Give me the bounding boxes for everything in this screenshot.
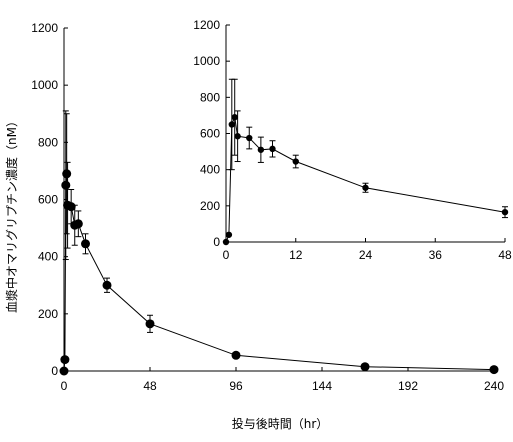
x-tick-label: 48 <box>143 379 157 393</box>
x-axis-title: 投与後時間（hr） <box>232 416 329 431</box>
data-point <box>145 319 155 329</box>
x-tick-label: 240 <box>484 379 504 393</box>
x-tick-label: 0 <box>223 248 230 262</box>
data-point <box>61 180 71 190</box>
y-tick-label: 600 <box>200 127 220 141</box>
x-tick-label: 96 <box>229 379 243 393</box>
y-tick-label: 600 <box>38 193 58 207</box>
inset-panel: 0 200 400 600 800 1000 1200 0 12 24 36 48 <box>193 18 512 262</box>
data-point <box>489 365 499 375</box>
data-point <box>234 133 241 140</box>
x-tick-label: 144 <box>312 379 332 393</box>
series-line <box>225 115 506 243</box>
series-line <box>63 173 495 372</box>
data-point <box>362 184 369 191</box>
y-tick-label: 1200 <box>193 18 220 32</box>
data-point <box>59 366 69 376</box>
data-point <box>257 146 265 153</box>
y-tick-label: 1000 <box>193 54 220 68</box>
data-point <box>231 114 238 121</box>
data-point <box>501 208 509 216</box>
x-tick-label: 48 <box>498 248 512 262</box>
data-point <box>225 231 233 238</box>
data-point <box>66 202 76 212</box>
data-point <box>228 121 236 128</box>
data-point <box>222 238 230 246</box>
data-point <box>246 134 253 142</box>
data-point <box>269 145 276 153</box>
x-tick-label: 12 <box>289 248 303 262</box>
y-tick-label: 1000 <box>31 78 58 92</box>
x-tick-label: 36 <box>429 248 443 262</box>
y-axis-title: 血漿中オマリグリプチン濃度（nM） <box>4 115 19 313</box>
y-tick-label: 200 <box>38 307 58 321</box>
y-tick-label: 1200 <box>31 21 58 35</box>
data-point <box>102 280 112 290</box>
y-tick-label: 400 <box>200 163 220 177</box>
data-point <box>73 219 83 229</box>
y-tick-label: 800 <box>38 135 58 149</box>
x-tick-label: 192 <box>398 379 418 393</box>
data-point <box>62 169 72 179</box>
x-tick-label: 24 <box>359 248 373 262</box>
data-point <box>292 158 299 165</box>
x-tick-label: 0 <box>61 379 68 393</box>
data-point <box>360 362 370 372</box>
y-tick-label: 800 <box>200 90 220 104</box>
data-point <box>231 350 241 360</box>
y-tick-label: 0 <box>51 364 58 378</box>
y-tick-label: 200 <box>200 199 220 213</box>
data-point <box>60 355 70 365</box>
data-point <box>81 239 90 249</box>
y-tick-label: 0 <box>213 235 220 249</box>
y-tick-label: 400 <box>38 250 58 264</box>
